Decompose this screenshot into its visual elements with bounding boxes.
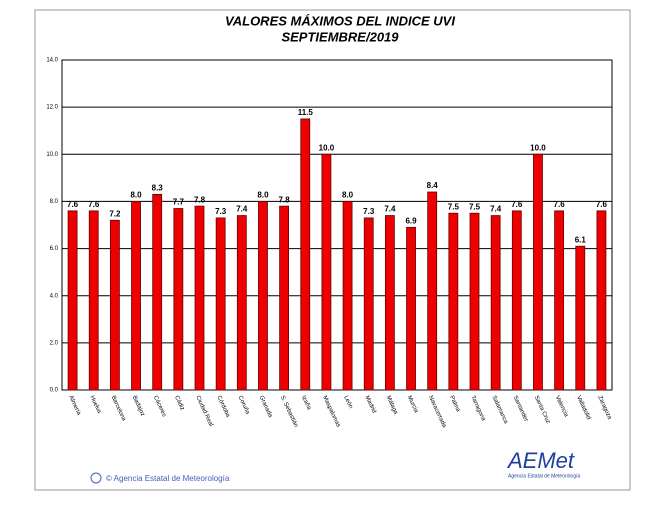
value-label: 8.4 xyxy=(427,181,439,190)
bar xyxy=(533,153,543,391)
value-label: 7.4 xyxy=(236,205,248,214)
chart-subtitle: SEPTIEMBRE/2019 xyxy=(281,29,399,44)
value-label: 7.4 xyxy=(384,205,396,214)
bar xyxy=(300,118,311,391)
value-label: 7.2 xyxy=(109,209,121,218)
bar xyxy=(554,210,565,391)
bar xyxy=(194,205,205,391)
value-label: 8.0 xyxy=(342,191,354,200)
bar xyxy=(427,191,438,391)
bar xyxy=(511,210,522,391)
footer-icon xyxy=(90,472,102,484)
y-tick-label: 2.0 xyxy=(50,340,59,346)
value-label: 10.0 xyxy=(530,143,546,152)
value-label: 7.4 xyxy=(490,205,502,214)
bar xyxy=(258,201,268,391)
value-label: 7.6 xyxy=(596,200,608,209)
value-label: 7.8 xyxy=(194,195,206,204)
bar xyxy=(406,226,416,391)
bar xyxy=(596,210,607,391)
value-label: 8.0 xyxy=(130,191,142,200)
value-label: 8.0 xyxy=(257,191,269,200)
bar xyxy=(575,245,586,391)
value-label: 7.6 xyxy=(554,200,566,209)
footer-text: © Agencia Estatal de Meteorología xyxy=(106,474,230,483)
logo-name: AEMet xyxy=(506,448,575,473)
value-label: 11.5 xyxy=(298,108,314,117)
value-label: 10.0 xyxy=(319,143,335,152)
bar xyxy=(321,153,332,391)
bar xyxy=(67,210,78,391)
plot-area xyxy=(61,59,613,391)
bar xyxy=(448,212,459,391)
bar xyxy=(173,208,184,391)
x-tick-label: Cádiz xyxy=(173,395,185,411)
bar xyxy=(469,212,480,391)
bar xyxy=(384,215,395,391)
bar xyxy=(342,201,353,391)
y-tick-label: 8.0 xyxy=(50,199,59,205)
value-label: 7.5 xyxy=(469,202,481,211)
bar xyxy=(236,215,247,391)
y-tick-label: 10.0 xyxy=(46,152,58,158)
value-label: 7.3 xyxy=(363,207,375,216)
value-label: 7.7 xyxy=(173,198,185,207)
bar xyxy=(152,193,163,391)
x-tick-label: León xyxy=(342,395,353,410)
value-label: 7.3 xyxy=(215,207,227,216)
y-tick-label: 6.0 xyxy=(50,246,59,252)
value-label: 8.3 xyxy=(152,183,164,192)
bar xyxy=(131,201,141,391)
logo-caption: Agencia Estatal de Meteorología xyxy=(508,473,580,479)
value-label: 7.8 xyxy=(279,195,291,204)
y-tick-label: 14.0 xyxy=(46,58,58,64)
bar xyxy=(88,210,99,391)
value-label: 7.5 xyxy=(448,202,460,211)
value-label: 6.1 xyxy=(575,235,587,244)
value-label: 7.6 xyxy=(67,200,79,209)
bar xyxy=(279,205,290,391)
y-tick-label: 0.0 xyxy=(50,388,59,394)
y-tick-label: 4.0 xyxy=(50,293,59,299)
value-label: 6.9 xyxy=(405,216,417,225)
chart-title: VALORES MÁXIMOS DEL INDICE UVI xyxy=(225,13,455,28)
bar xyxy=(363,217,374,391)
x-tick-label: Izaña xyxy=(300,395,312,411)
value-label: 7.6 xyxy=(511,200,523,209)
y-tick-label: 12.0 xyxy=(46,105,58,111)
value-label: 7.6 xyxy=(88,200,100,209)
bar xyxy=(215,217,226,391)
bar xyxy=(109,219,120,391)
bar xyxy=(490,215,501,391)
